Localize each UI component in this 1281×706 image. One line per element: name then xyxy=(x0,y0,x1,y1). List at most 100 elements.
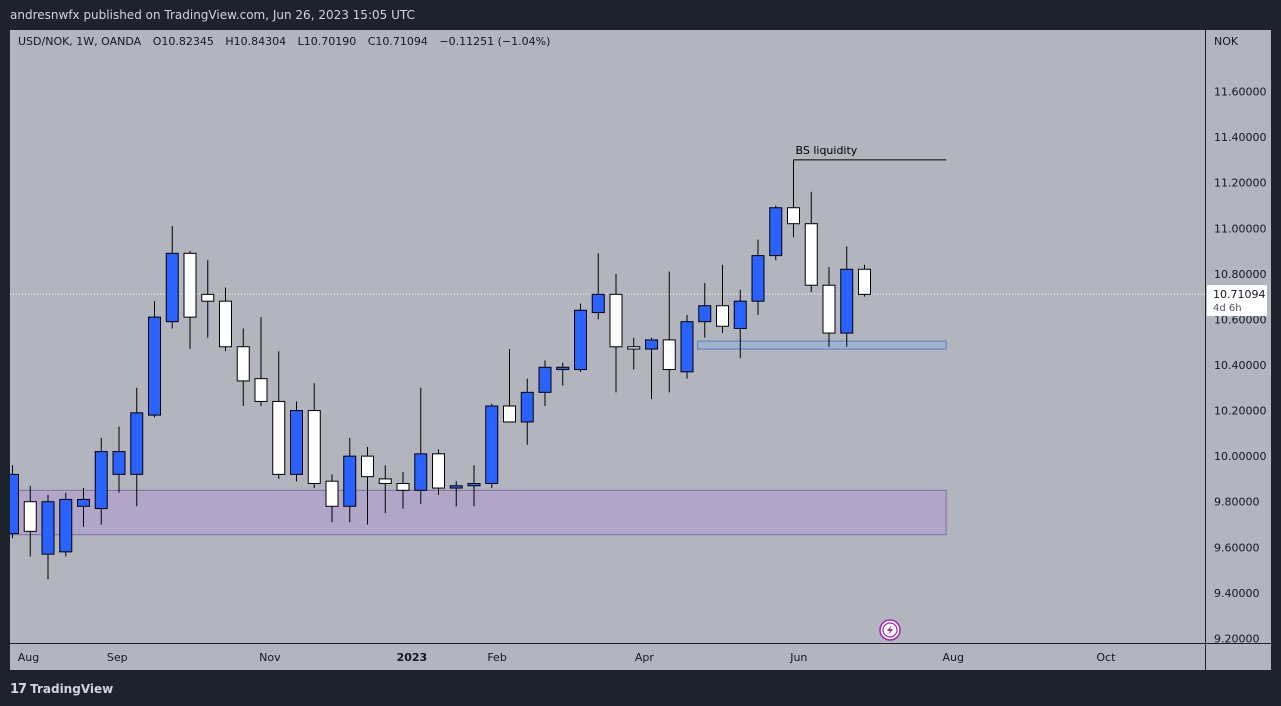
candle[interactable] xyxy=(130,387,144,507)
candle[interactable] xyxy=(219,287,232,352)
candle[interactable] xyxy=(662,271,676,393)
candle[interactable] xyxy=(627,337,641,370)
candle[interactable] xyxy=(698,282,712,338)
candle[interactable] xyxy=(59,492,73,557)
candle[interactable] xyxy=(183,251,197,350)
candle[interactable] xyxy=(769,205,783,261)
candle[interactable] xyxy=(361,447,374,525)
ohlc-high: H10.84304 xyxy=(225,35,286,48)
demand-zone-blue[interactable] xyxy=(697,340,947,350)
bs-liquidity-annotation[interactable]: BS liquidity xyxy=(793,144,947,161)
candle[interactable] xyxy=(325,474,339,523)
candle[interactable] xyxy=(645,337,658,400)
candle-body xyxy=(23,501,37,532)
candle[interactable] xyxy=(503,349,516,423)
candle[interactable] xyxy=(822,266,836,347)
candle[interactable] xyxy=(307,383,321,489)
candle[interactable] xyxy=(716,264,729,334)
candle[interactable] xyxy=(432,449,445,495)
x-tick-label: Apr xyxy=(635,651,655,664)
candle[interactable] xyxy=(77,488,90,527)
candle[interactable] xyxy=(574,303,587,372)
candle[interactable] xyxy=(609,273,623,393)
candle-body xyxy=(769,207,783,257)
candle-body xyxy=(343,455,357,507)
demand-zone-purple[interactable] xyxy=(4,489,947,536)
candle-body xyxy=(361,455,374,478)
candle-body xyxy=(41,501,55,555)
candle[interactable] xyxy=(733,289,747,359)
lightning-icon[interactable] xyxy=(879,619,901,641)
candle[interactable] xyxy=(680,314,694,379)
candle-body xyxy=(804,223,818,286)
symbol-legend[interactable]: USD/NOK, 1W, OANDA O10.82345 H10.84304 L… xyxy=(18,35,550,48)
candle[interactable] xyxy=(396,472,410,509)
candle[interactable] xyxy=(7,465,19,539)
candle[interactable] xyxy=(858,264,871,297)
candle[interactable] xyxy=(201,260,215,338)
candle-body xyxy=(112,451,126,475)
candle[interactable] xyxy=(804,191,818,293)
candle[interactable] xyxy=(485,403,499,489)
candle-body xyxy=(148,316,161,416)
candle-body xyxy=(733,300,747,330)
tradingview-logo-icon: 17 xyxy=(10,681,27,697)
candle-body xyxy=(485,405,499,484)
candle[interactable] xyxy=(449,481,463,507)
footer-brand-text: TradingView xyxy=(30,682,114,696)
candle[interactable] xyxy=(254,317,268,407)
candle-body xyxy=(662,339,676,371)
ohlc-low: L10.70190 xyxy=(298,35,357,48)
candle[interactable] xyxy=(520,378,534,445)
candle-body xyxy=(556,366,570,371)
candle[interactable] xyxy=(467,465,481,507)
y-tick-label: 11.60000 xyxy=(1214,86,1267,99)
candle-body xyxy=(591,293,605,314)
candle[interactable] xyxy=(591,253,605,320)
candle[interactable] xyxy=(414,387,428,504)
y-tick-label: 10.80000 xyxy=(1214,268,1267,281)
candle[interactable] xyxy=(41,494,55,580)
candle[interactable] xyxy=(236,328,250,407)
candle[interactable] xyxy=(840,246,854,347)
x-tick-label: Aug xyxy=(943,651,964,664)
candle[interactable] xyxy=(272,351,286,479)
candle[interactable] xyxy=(23,485,37,557)
candle-body xyxy=(680,321,694,373)
x-tick-label: Sep xyxy=(107,651,128,664)
candle-body xyxy=(449,485,463,489)
ohlc-close: C10.71094 xyxy=(368,35,428,48)
candle[interactable] xyxy=(165,225,179,329)
candle-body xyxy=(627,346,641,350)
candle[interactable] xyxy=(343,437,357,523)
candle-body xyxy=(325,480,339,507)
x-tick-label: 2023 xyxy=(397,651,428,664)
y-tick-label: 9.80000 xyxy=(1214,496,1260,509)
candle-body xyxy=(307,410,321,484)
candle[interactable] xyxy=(290,401,303,482)
plot-area[interactable] xyxy=(10,30,1205,643)
candle-body xyxy=(840,268,854,334)
candle-body xyxy=(10,473,19,535)
candle[interactable] xyxy=(556,362,570,386)
candle[interactable] xyxy=(94,437,108,525)
candle[interactable] xyxy=(148,301,161,418)
candle[interactable] xyxy=(112,426,126,493)
candle-body xyxy=(520,391,534,423)
y-tick-label: 9.40000 xyxy=(1214,587,1260,600)
y-tick-label: 11.20000 xyxy=(1214,177,1267,190)
price-axis-area[interactable] xyxy=(1206,30,1271,643)
candle[interactable] xyxy=(538,360,552,407)
y-tick-label: 10.20000 xyxy=(1214,405,1267,418)
y-tick-label: 11.00000 xyxy=(1214,222,1267,235)
x-tick-label: Aug xyxy=(18,651,39,664)
candle[interactable] xyxy=(751,239,765,315)
time-axis-area[interactable] xyxy=(10,644,1205,670)
candle-body xyxy=(130,412,144,475)
candle-body xyxy=(822,284,836,334)
candle[interactable] xyxy=(378,465,392,514)
footer-branding: 17 TradingView xyxy=(10,678,113,700)
candle[interactable] xyxy=(787,159,800,238)
candle-body xyxy=(432,453,445,489)
